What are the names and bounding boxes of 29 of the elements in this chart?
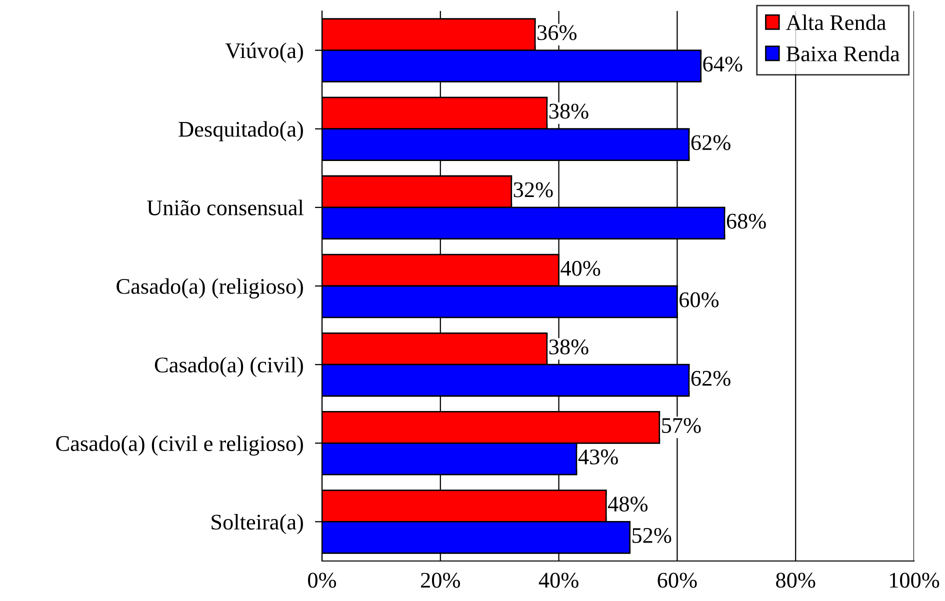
data-label: 60% [680,292,719,308]
data-label: 62% [691,135,730,150]
legend-label: Baixa Renda [786,46,900,62]
data-label: 62% [691,370,730,386]
data-label: 48% [608,496,648,512]
data-label: 40% [560,260,600,276]
x-tick-label: 100% [890,572,940,588]
data-label: 38% [549,339,588,354]
x-tick-label: 0% [308,572,336,588]
y-tick-label: Casado(a) (civil e religioso) [56,435,303,456]
x-tick-label: 80% [776,572,816,588]
y-tick-label: Casado(a) (civil) [154,356,303,378]
data-label: 38% [549,104,588,119]
x-tick-label: 40% [538,572,578,588]
x-tick-label: 20% [421,572,460,588]
y-tick-label: Desquitado(a) [178,121,303,142]
y-tick-label: Viúvo(a) [225,42,303,63]
y-tick-label: Casado(a) (religioso) [116,278,303,299]
data-label: 36% [538,25,576,40]
y-tick-label: União consensual [147,200,304,216]
data-label: 57% [662,418,701,434]
data-label: 43% [578,449,618,464]
x-tick-label: 60% [658,572,697,588]
y-tick-label: Solteira(a) [212,514,303,534]
data-label: 64% [703,56,742,72]
data-label: 52% [632,528,672,544]
data-label: 32% [514,182,553,198]
data-label: 68% [726,214,766,229]
legend-label: Alta Renda [786,14,886,30]
